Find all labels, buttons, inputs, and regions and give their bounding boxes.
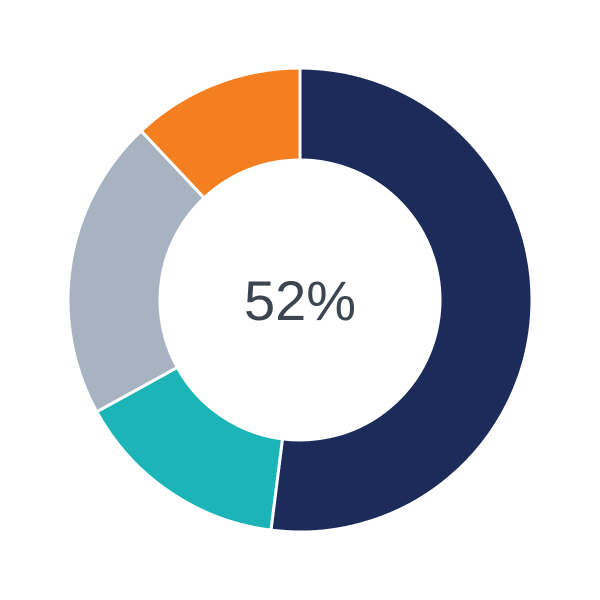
- donut-slice-2: [66, 128, 207, 414]
- donut-slice-3: [139, 66, 302, 201]
- donut-slice-0: [269, 66, 534, 534]
